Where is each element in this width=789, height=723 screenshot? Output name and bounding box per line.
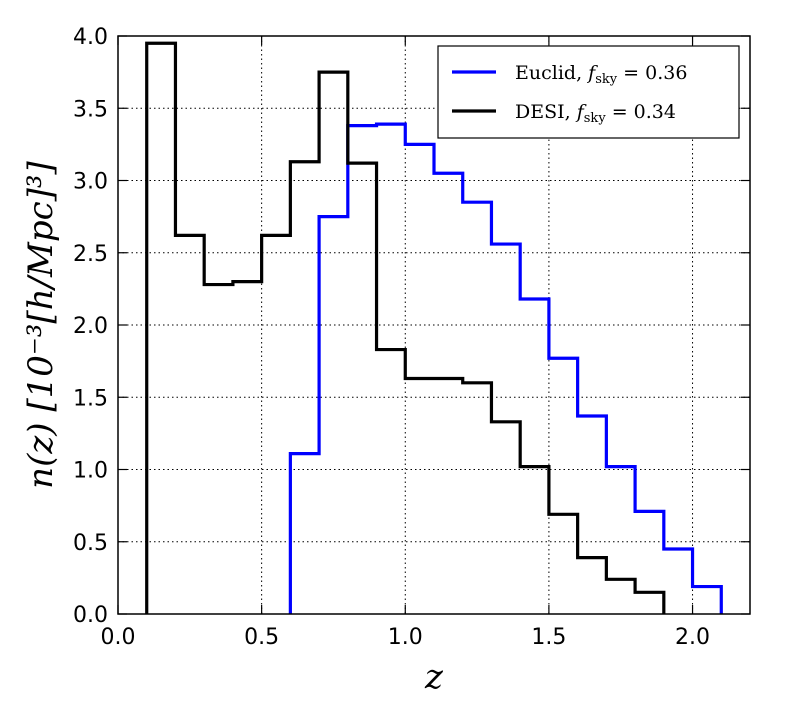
axis-ticks: 0.0 0.5 1.0 1.5 2.0 0.0 0.5 1.0 1.5 2.0 2.5 3.0 3.5 4…	[73, 25, 750, 650]
y-tick-label: 0.0	[73, 603, 108, 628]
legend: Euclid, fsky = 0.36 DESI, fsky = 0.34	[437, 45, 740, 139]
x-tick-label: 0.0	[101, 625, 136, 650]
euclid-series-line	[288, 122, 723, 614]
x-tick-label: 0.5	[244, 625, 279, 650]
x-axis-title: z	[424, 657, 444, 697]
legend-box	[437, 45, 740, 139]
legend-euclid-label: Euclid, fsky = 0.36	[515, 62, 687, 87]
y-tick-label: 1.5	[73, 386, 108, 411]
legend-desi-label: DESI, fsky = 0.34	[515, 101, 676, 126]
y-tick-label: 2.5	[73, 242, 108, 267]
x-tick-label: 1.5	[531, 625, 566, 650]
plot-series	[145, 41, 723, 614]
y-tick-label: 3.5	[73, 97, 108, 122]
y-tick-label: 3.0	[73, 170, 108, 195]
y-tick-label: 0.5	[73, 531, 108, 556]
y-tick-label: 1.0	[73, 459, 108, 484]
y-axis-title: n(z) [10⁻³[h/Mpc]³]	[21, 160, 61, 488]
x-tick-label: 1.0	[388, 625, 423, 650]
x-tick-label: 2.0	[675, 625, 710, 650]
desi-series-line	[145, 41, 666, 614]
y-tick-label: 2.0	[73, 314, 108, 339]
y-tick-label: 4.0	[73, 25, 108, 50]
